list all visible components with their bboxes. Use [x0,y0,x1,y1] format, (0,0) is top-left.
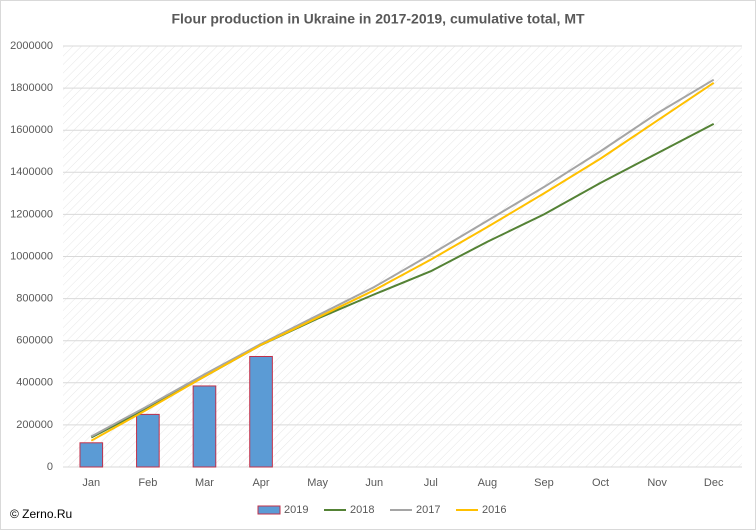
y-tick-label: 800000 [16,293,53,305]
legend-swatch [257,505,281,515]
x-tick-label: Mar [195,477,214,489]
x-tick-label: Jun [365,477,383,489]
y-tick-label: 1400000 [10,166,53,178]
x-tick-label: Dec [704,477,724,489]
legend-label: 2019 [284,504,308,516]
y-tick-label: 0 [47,461,53,473]
x-tick-label: Aug [478,477,498,489]
watermark: © Zerno.Ru [10,507,72,521]
x-tick-label: Jul [424,477,438,489]
bar [79,442,104,468]
y-tick-label: 1000000 [10,250,53,262]
x-tick-label: Sep [534,477,554,489]
y-tick-label: 600000 [16,335,53,347]
x-tick-label: Apr [252,477,269,489]
chart-title: Flour production in Ukraine in 2017-2019… [171,11,585,27]
y-tick-label: 1800000 [10,82,53,94]
line [90,82,715,442]
y-tick-label: 1200000 [10,208,53,220]
y-tick-label: 400000 [16,377,53,389]
legend-label: 2018 [350,504,374,516]
x-tick-label: May [307,477,328,489]
y-tick-label: 2000000 [10,40,53,52]
bar [136,413,160,468]
x-tick-label: Nov [647,477,667,489]
bar [249,355,273,468]
x-tick-label: Feb [138,477,157,489]
legend-label: 2016 [482,504,506,516]
y-tick-label: 1600000 [10,124,53,136]
x-tick-label: Jan [82,477,100,489]
bar [192,385,217,468]
line [90,78,715,438]
y-tick-label: 200000 [16,419,53,431]
legend-label: 2017 [416,504,440,516]
x-tick-label: Oct [592,477,609,489]
